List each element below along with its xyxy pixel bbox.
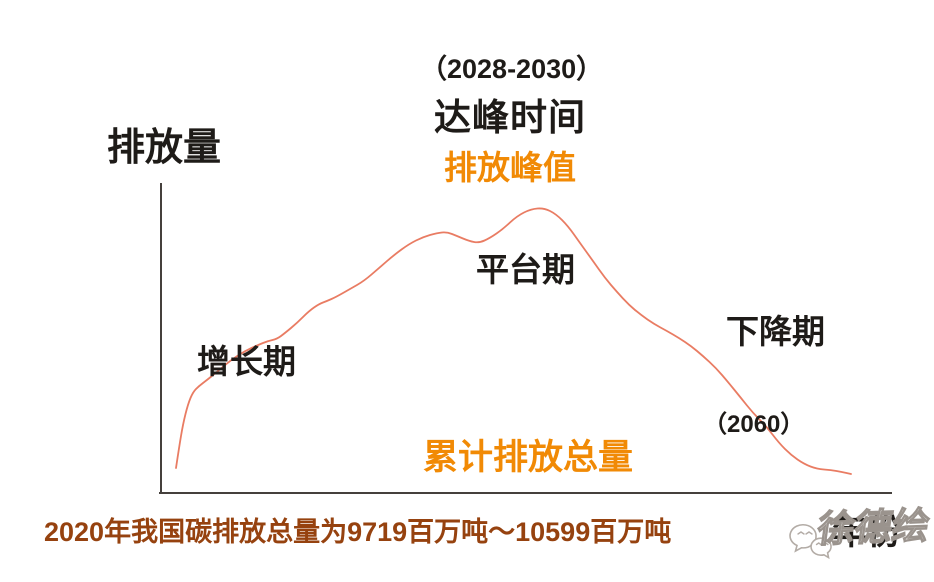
cumulative-total-label: 累计排放总量 <box>423 438 634 477</box>
x-axis-label: 年份 <box>832 513 903 552</box>
y-axis-label: 排放量 <box>107 127 222 169</box>
footnote-2020-emissions: 2020年我国碳排放总量为9719百万吨～10599百万吨 <box>44 517 672 547</box>
phase-growth-label: 增长期 <box>197 343 296 380</box>
end-year-label: （2060） <box>703 411 805 438</box>
phase-decline-label: 下降期 <box>726 313 825 350</box>
wechat-bubbles-icon <box>789 523 832 560</box>
watermark-author: 徐德绘 <box>814 504 933 550</box>
chart-title: 达峰时间 <box>434 97 586 138</box>
phase-plateau-label: 平台期 <box>476 251 575 288</box>
emission-curve <box>175 207 852 475</box>
peak-value-label: 排放峰值 <box>444 149 576 186</box>
peak-period-label: （2028-2030） <box>420 54 604 84</box>
